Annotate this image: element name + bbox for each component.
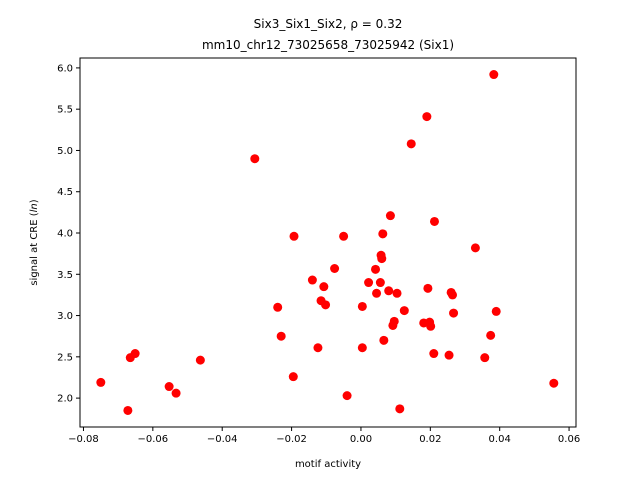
- data-point: [357, 301, 367, 311]
- data-point: [480, 353, 490, 363]
- data-point: [449, 308, 459, 318]
- data-point: [385, 211, 395, 221]
- data-point: [372, 288, 382, 298]
- data-point: [164, 382, 174, 392]
- data-point: [96, 377, 106, 387]
- x-tick-label: 0.04: [489, 434, 511, 445]
- x-tick-label: −0.08: [68, 434, 99, 445]
- data-point: [406, 139, 416, 149]
- data-point: [307, 275, 317, 285]
- x-tick-label: −0.02: [276, 434, 307, 445]
- data-point: [429, 216, 439, 226]
- data-point: [399, 306, 409, 316]
- data-point: [313, 343, 323, 353]
- data-point: [171, 388, 181, 398]
- data-point: [342, 391, 352, 401]
- y-tick-label: 5.0: [57, 146, 73, 157]
- y-tick-label: 5.5: [57, 105, 73, 116]
- data-point: [489, 70, 499, 80]
- y-tick-label: 2.0: [57, 394, 73, 405]
- data-point: [448, 290, 458, 300]
- data-point: [130, 349, 140, 359]
- data-point: [195, 355, 205, 365]
- chart-title-line1: Six3_Six1_Six2, ρ = 0.32: [254, 17, 403, 31]
- data-point: [339, 231, 349, 241]
- data-point: [357, 343, 367, 353]
- data-point: [392, 288, 402, 298]
- data-point: [321, 300, 331, 310]
- data-point: [250, 154, 260, 164]
- data-point: [375, 278, 385, 288]
- data-point: [422, 112, 432, 122]
- x-tick-label: −0.06: [138, 434, 169, 445]
- data-point: [330, 264, 340, 273]
- data-point: [371, 264, 381, 274]
- data-point: [470, 243, 480, 253]
- data-point: [288, 372, 298, 382]
- data-point: [384, 286, 394, 296]
- y-axis-ticks: 2.0 2.5 3.0 3.5 4.0 4.5 5.0 5.5 6.0: [57, 63, 80, 405]
- data-point: [486, 330, 496, 340]
- data-point: [395, 404, 405, 414]
- x-axis-ticks: −0.08 −0.06 −0.04 −0.02 0.00 0.02 0.04 0.06: [68, 427, 580, 445]
- data-point: [423, 283, 433, 293]
- y-tick-label: 6.0: [57, 63, 73, 74]
- y-tick-label: 4.5: [57, 187, 73, 198]
- data-point: [426, 321, 436, 331]
- y-tick-label: 4.0: [57, 229, 73, 240]
- data-point: [364, 278, 374, 288]
- data-point: [276, 331, 286, 341]
- data-point: [491, 306, 501, 316]
- data-point: [319, 282, 329, 292]
- plot-frame: [79, 57, 577, 428]
- x-tick-label: −0.04: [207, 434, 238, 445]
- data-point: [429, 349, 439, 359]
- data-point: [549, 378, 559, 388]
- data-point: [377, 254, 387, 264]
- data-point: [123, 405, 133, 415]
- data-point: [378, 229, 388, 239]
- x-tick-label: 0.02: [419, 434, 441, 445]
- y-tick-label: 3.5: [57, 270, 73, 281]
- y-axis-label: signal at CRE (ln): [29, 199, 40, 285]
- points-layer: [96, 70, 559, 415]
- data-point: [273, 302, 283, 312]
- data-point: [379, 335, 389, 345]
- data-point: [289, 231, 299, 241]
- x-tick-label: 0.00: [350, 434, 372, 445]
- x-axis-label: motif activity: [295, 459, 361, 470]
- data-point: [444, 350, 454, 360]
- chart-title-line2: mm10_chr12_73025658_73025942 (Six1): [202, 38, 454, 52]
- x-tick-label: 0.06: [558, 434, 580, 445]
- y-tick-label: 2.5: [57, 352, 73, 363]
- data-point: [389, 316, 399, 326]
- y-tick-label: 3.0: [57, 311, 73, 322]
